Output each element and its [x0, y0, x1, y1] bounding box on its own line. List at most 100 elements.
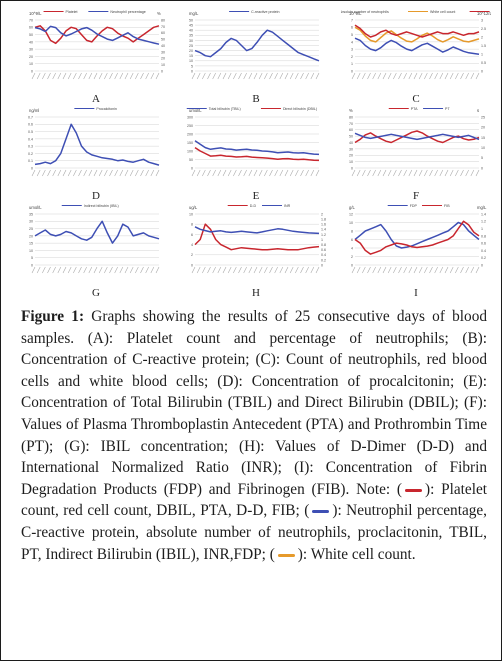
- y-tick-left: 10: [189, 59, 193, 63]
- x-tick-label: [135, 72, 139, 80]
- y-tick-left: 6: [351, 26, 353, 30]
- y-tick-right: 0.4: [481, 249, 486, 253]
- series-line-blue: [354, 37, 480, 55]
- x-tick-label: [191, 169, 196, 177]
- x-tick-label: [36, 169, 41, 177]
- x-tick-label: [310, 72, 315, 80]
- x-tick-label: [434, 72, 438, 80]
- y-tick-left: 250: [187, 124, 193, 128]
- chart-panel-g: 35 30 25 20 15 10 5 0 umol/L Indirect bilirubin (…: [21, 201, 171, 285]
- y-unit-left: 10^9/L: [349, 11, 362, 16]
- x-tick-label: [408, 266, 413, 274]
- x-tick-label: [227, 266, 232, 274]
- x-tick-label: [88, 169, 93, 177]
- x-tick-label: [57, 169, 62, 177]
- x-tick-label: [150, 72, 155, 80]
- x-tick-label: [429, 169, 433, 177]
- y-tick-right: 1: [481, 227, 483, 231]
- x-tick-label: [47, 72, 51, 80]
- y-tick-right: 1.6: [321, 223, 326, 227]
- x-tick-label: [382, 266, 387, 274]
- x-tick-label: [93, 72, 98, 80]
- x-tick-label: [119, 266, 124, 274]
- x-tick-label: [52, 169, 56, 177]
- x-tick-label: [444, 266, 449, 274]
- legend-label: FIB: [444, 204, 450, 208]
- y-tick-left: 50: [189, 158, 193, 162]
- x-tick-label: [83, 72, 87, 80]
- x-tick-label: [269, 72, 273, 80]
- y-tick-left: 0: [31, 69, 33, 73]
- y-tick-left: 300: [187, 115, 193, 119]
- x-tick-label: [57, 266, 62, 274]
- x-tick-label: [227, 169, 232, 177]
- chart-a-svg: 70 60 50 40 30 20 10 0 80 70 60 50 40 30 20 10 0 10^9/L % P…: [29, 10, 165, 80]
- x-tick-label: [129, 266, 134, 274]
- series-line-blue: [194, 29, 320, 62]
- x-tick-label: [429, 266, 433, 274]
- y-tick-left: 50: [349, 135, 353, 139]
- chart-d-svg: 0.7 0.6 0.5 0.4 0.3 0.2 0.1 0 ng/ml Procalcitonin: [28, 107, 160, 177]
- x-tick-label: [449, 72, 454, 80]
- chart-panel-i: 12 10 8 6 4 2 0 1.4 1.2 1 0.8 0.6 0.4 0.2 0 g/L mg/L FDP F…: [341, 201, 491, 285]
- x-tick-label: [31, 266, 36, 274]
- x-tick-label: [372, 266, 376, 274]
- x-tick-label: [212, 72, 216, 80]
- panel-label-d: D: [92, 190, 100, 202]
- x-tick-label: [145, 72, 149, 80]
- y-tick-left: 40: [189, 29, 193, 33]
- x-tick-label: [444, 72, 449, 80]
- x-tick-label: [455, 169, 459, 177]
- x-tick-label: [155, 169, 160, 177]
- y-tick-left: 10: [349, 160, 353, 164]
- y-tick-right: 1: [321, 238, 323, 242]
- y-tick-right: 1.2: [321, 233, 326, 237]
- x-tick-label: [470, 72, 475, 80]
- y-tick-right: 0.4: [321, 253, 326, 257]
- y-tick-left: 35: [29, 212, 33, 216]
- panel-label-g: G: [92, 287, 100, 299]
- series-line-red: [194, 223, 320, 251]
- x-tick-label: [135, 266, 139, 274]
- x-tick-label: [377, 266, 382, 274]
- y-tick-left: 10: [349, 221, 353, 225]
- x-tick-label: [67, 266, 72, 274]
- x-tick-label: [150, 169, 155, 177]
- chart-c-svg: 7 6 5 4 3 2 1 0 3 2.5 2 1.5 1 0.5 0 10^9/L 10^12/L Absolu…: [317, 10, 504, 80]
- x-tick-label: [98, 266, 103, 274]
- series-line-red: [194, 146, 320, 162]
- y-tick-left: 50: [189, 18, 193, 22]
- y-tick-left: 15: [29, 242, 33, 246]
- x-tick-label: [377, 72, 382, 80]
- chart-grid: 70 60 50 40 30 20 10 0 80 70 60 50 40 30 20 10 0 10^9/L% P…: [1, 1, 504, 301]
- y-tick-left: 70: [349, 122, 353, 126]
- x-tick-label: [124, 169, 129, 177]
- x-tick-label: [253, 72, 258, 80]
- series-line-red: [354, 130, 480, 144]
- x-tick-label: [191, 266, 196, 274]
- x-tick-label: [47, 266, 51, 274]
- y-tick-left: 70: [29, 18, 33, 22]
- y-tick-left: 15: [189, 54, 193, 58]
- x-tick-label: [470, 169, 475, 177]
- x-tick-label: [217, 169, 222, 177]
- y-tick-left: 30: [29, 48, 33, 52]
- y-tick-left: 30: [189, 39, 193, 43]
- y-tick-left: 5: [351, 33, 353, 37]
- blue-line-key: [312, 510, 330, 514]
- y-unit-left: mg/L: [189, 11, 199, 16]
- x-tick-label: [362, 266, 366, 274]
- x-tick-label: [145, 266, 149, 274]
- x-tick-label: [470, 266, 475, 274]
- legend-label: Neutrophil percentage: [110, 10, 145, 14]
- x-tick-label: [289, 169, 294, 177]
- legend-label: Direct bilirubin (DBIL): [283, 107, 317, 111]
- x-tick-label: [351, 266, 356, 274]
- x-tick-label: [279, 72, 284, 80]
- x-tick-label: [114, 72, 118, 80]
- x-tick-label: [403, 266, 407, 274]
- x-tick-label: [155, 266, 160, 274]
- y-tick-left: 80: [349, 115, 353, 119]
- y-tick-right: 1.5: [481, 44, 486, 48]
